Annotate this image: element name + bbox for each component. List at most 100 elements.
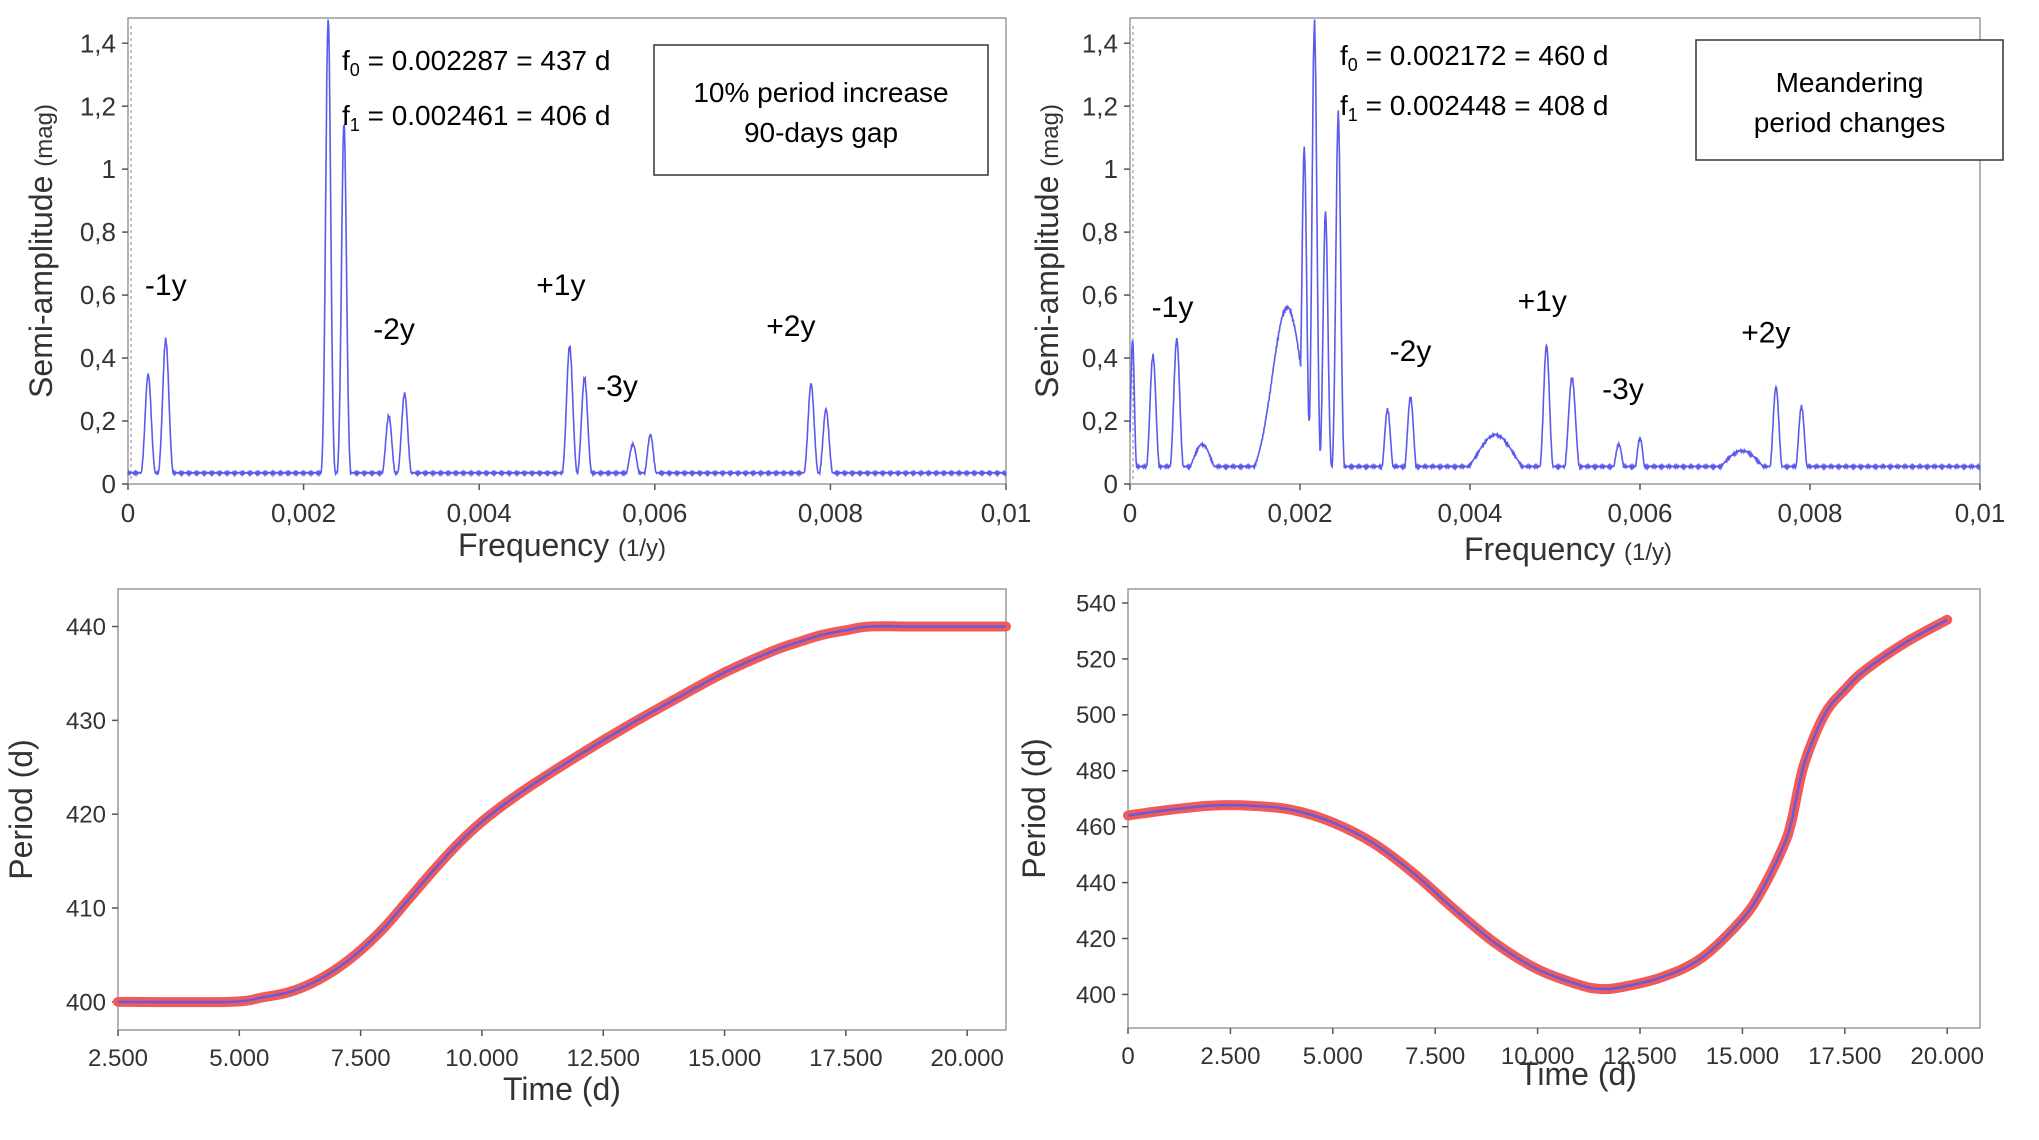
y-tick-label: 440 bbox=[66, 614, 106, 641]
alias-annotation: -1y bbox=[145, 269, 187, 302]
x-axis-label: Time (d) bbox=[503, 1071, 621, 1107]
y-tick-label: 0,6 bbox=[1082, 280, 1118, 310]
alias-annotation: -3y bbox=[1602, 373, 1644, 406]
plot-frame bbox=[117, 588, 1007, 1031]
alias-annotation: +1y bbox=[536, 269, 585, 302]
alias-annotation: -2y bbox=[1390, 335, 1432, 368]
chart-panel-spectrum-left: 0 0,2 0,4 0,6 0,8 1 1,2 1,4 0 0,002 0,004 0,006 0,00… bbox=[23, 17, 1032, 563]
y-tick-label: 0,2 bbox=[1082, 406, 1118, 436]
legend-line-1: Meandering bbox=[1776, 67, 1924, 98]
legend-line-2: 90-days gap bbox=[744, 117, 898, 148]
y-tick-label: 410 bbox=[66, 895, 106, 922]
x-tick-label: 0,004 bbox=[1437, 498, 1502, 528]
x-tick-label: 20.000 bbox=[1911, 1043, 1984, 1070]
y-tick-label: 0 bbox=[102, 469, 116, 499]
x-tick-label: 20.000 bbox=[930, 1045, 1003, 1072]
x-tick-label: 0,002 bbox=[1267, 498, 1332, 528]
y-tick-label: 0,8 bbox=[80, 217, 116, 247]
frequency-symbol: f bbox=[342, 45, 350, 76]
x-tick-label: 0,01 bbox=[981, 498, 1032, 528]
chart-panel-spectrum-right: 0 0,2 0,4 0,6 0,8 1 1,2 1,4 0 0,002 0,004 0,006 0,00… bbox=[1029, 17, 2006, 567]
y-tick-label: 0,6 bbox=[80, 280, 116, 310]
alias-annotation: -1y bbox=[1152, 291, 1194, 324]
y-axis-label-main: Semi-amplitude bbox=[1029, 167, 1065, 398]
y-tick-label: 1,4 bbox=[1082, 28, 1118, 58]
y-tick-label: 0 bbox=[1104, 469, 1118, 499]
frequency-value: = 0.002461 = 406 d bbox=[360, 100, 611, 131]
alias-annotation: -2y bbox=[373, 313, 415, 346]
x-tick-label: 10.000 bbox=[445, 1045, 518, 1072]
x-tick-label: 0 bbox=[121, 498, 135, 528]
y-tick-label: 500 bbox=[1076, 702, 1116, 729]
y-tick-label: 420 bbox=[66, 802, 106, 829]
x-tick-label: 0,01 bbox=[1955, 498, 2006, 528]
x-axis-label: Frequency (1/y) bbox=[1464, 531, 1672, 567]
frequency-value: = 0.002287 = 437 d bbox=[360, 45, 611, 76]
x-axis-unit: (1/y) bbox=[618, 535, 666, 562]
frequency-symbol: f bbox=[342, 100, 350, 131]
x-tick-label: 0 bbox=[1123, 498, 1137, 528]
x-tick-label: 0,006 bbox=[1607, 498, 1672, 528]
x-axis-label-main: Frequency bbox=[458, 527, 618, 563]
y-axis-unit: (mag) bbox=[31, 104, 58, 167]
y-axis-label-main: Semi-amplitude bbox=[23, 167, 59, 398]
y-tick-label: 440 bbox=[1076, 870, 1116, 897]
legend-box bbox=[1695, 39, 2004, 161]
frequency-value: = 0.002448 = 408 d bbox=[1358, 90, 1609, 121]
x-tick-label: 0,002 bbox=[271, 498, 336, 528]
y-tick-label: 1,4 bbox=[80, 28, 116, 58]
y-axis-label: Semi-amplitude (mag) bbox=[1029, 104, 1065, 398]
frequency-label: f1 = 0.002448 = 408 d bbox=[1340, 90, 1608, 125]
y-axis-label: Semi-amplitude (mag) bbox=[23, 104, 59, 398]
x-tick-label: 0,008 bbox=[798, 498, 863, 528]
y-tick-label: 1 bbox=[102, 154, 116, 184]
alias-annotation: +1y bbox=[1518, 285, 1567, 318]
frequency-symbol: f bbox=[1340, 90, 1348, 121]
x-tick-label: 2.500 bbox=[88, 1045, 148, 1072]
x-tick-label: 5.000 bbox=[209, 1045, 269, 1072]
x-tick-label: 2.500 bbox=[1200, 1043, 1260, 1070]
y-tick-label: 430 bbox=[66, 708, 106, 735]
y-tick-label: 520 bbox=[1076, 646, 1116, 673]
x-tick-label: 12.500 bbox=[567, 1045, 640, 1072]
y-tick-label: 480 bbox=[1076, 758, 1116, 785]
y-axis-unit: (mag) bbox=[1037, 104, 1064, 167]
spectrum-line bbox=[1129, 19, 1981, 472]
chart-panel-period-left: 400 410 420 430 440 2.500 5.000 7.500 10.000 12.5… bbox=[3, 588, 1011, 1107]
x-tick-label: 17.500 bbox=[1808, 1043, 1881, 1070]
x-axis-unit: (1/y) bbox=[1624, 539, 1672, 566]
frequency-subscript: 1 bbox=[350, 115, 360, 135]
spectrum-line bbox=[127, 19, 1007, 478]
frequency-symbol: f bbox=[1340, 40, 1348, 71]
chart-panel-period-right: 400 420 440 460 480 500 520 540 0 2.500 5.000 7.500… bbox=[1016, 588, 1984, 1092]
x-tick-label: 0 bbox=[1121, 1043, 1134, 1070]
x-tick-label: 17.500 bbox=[809, 1045, 882, 1072]
x-tick-label: 7.500 bbox=[1405, 1043, 1465, 1070]
y-tick-label: 0,4 bbox=[80, 343, 116, 373]
y-tick-label: 1,2 bbox=[1082, 91, 1118, 121]
y-tick-label: 460 bbox=[1076, 814, 1116, 841]
y-tick-label: 400 bbox=[1076, 982, 1116, 1009]
x-tick-label: 15.000 bbox=[1706, 1043, 1779, 1070]
frequency-value: = 0.002172 = 460 d bbox=[1358, 40, 1609, 71]
y-tick-label: 540 bbox=[1076, 590, 1116, 617]
y-tick-label: 1,2 bbox=[80, 91, 116, 121]
x-tick-label: 0,006 bbox=[622, 498, 687, 528]
x-tick-label: 0,004 bbox=[447, 498, 512, 528]
frequency-subscript: 1 bbox=[1348, 105, 1358, 125]
x-tick-label: 12.500 bbox=[1603, 1043, 1676, 1070]
alias-annotation: +2y bbox=[1741, 316, 1790, 349]
x-axis-label: Time (d) bbox=[1519, 1056, 1637, 1092]
x-axis-label-main: Frequency bbox=[1464, 531, 1624, 567]
y-axis-label: Period (d) bbox=[3, 739, 39, 880]
y-tick-label: 0,4 bbox=[1082, 343, 1118, 373]
period-line bbox=[1127, 618, 1948, 991]
frequency-label: f0 = 0.002172 = 460 d bbox=[1340, 40, 1608, 75]
legend-line-1: 10% period increase bbox=[693, 77, 948, 108]
period-line bbox=[117, 625, 1006, 1004]
x-tick-label: 7.500 bbox=[331, 1045, 391, 1072]
x-tick-label: 15.000 bbox=[688, 1045, 761, 1072]
y-tick-label: 1 bbox=[1104, 154, 1118, 184]
